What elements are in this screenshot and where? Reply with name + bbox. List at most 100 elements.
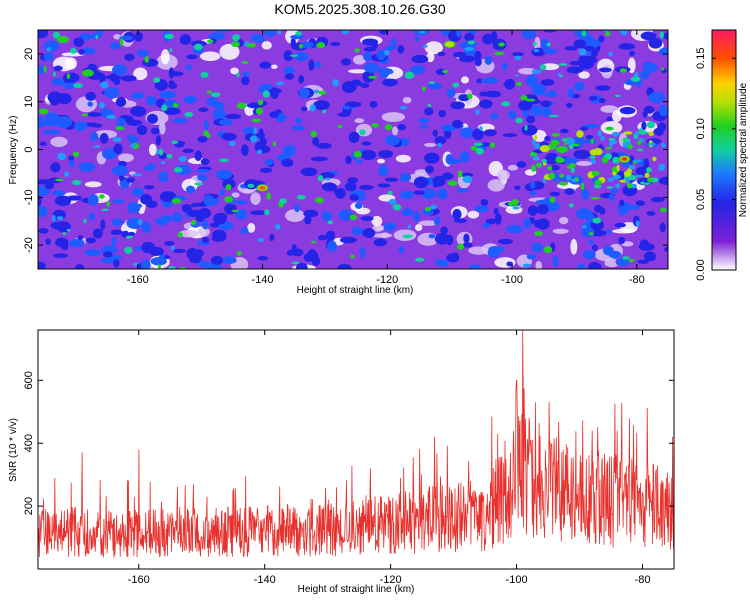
heatmap-cell	[581, 188, 590, 200]
heatmap-cell	[534, 231, 543, 237]
heatmap-cell	[38, 205, 48, 218]
heatmap-cell	[85, 122, 99, 127]
heatmap-cell	[88, 212, 96, 221]
heatmap-cell	[512, 206, 520, 210]
snr-y-label: SNR (10 * v/v)	[8, 418, 19, 482]
heatmap-x-ticks: -160 -140 -120 -100 -80	[127, 30, 645, 286]
heatmap-cell	[595, 85, 611, 91]
heatmap-cell	[203, 130, 209, 136]
heatmap-cell	[319, 172, 335, 179]
heatmap-cell	[201, 236, 210, 244]
heatmap-cell	[648, 91, 666, 104]
heatmap-cell	[186, 54, 198, 60]
heatmap-cell	[106, 114, 116, 120]
heatmap-cell	[321, 182, 338, 192]
heatmap-cell	[54, 195, 72, 207]
heatmap-cell	[530, 104, 543, 117]
heatmap-cell	[660, 67, 665, 71]
heatmap-cell	[600, 135, 606, 141]
heatmap-cell	[520, 94, 528, 101]
heatmap-cell	[658, 104, 668, 117]
heatmap-cell	[566, 138, 576, 145]
heatmap-cell	[84, 181, 102, 188]
heatmap-cell	[573, 149, 591, 160]
heatmap-cell	[72, 179, 82, 186]
heatmap-cell	[533, 134, 538, 141]
heatmap-cell	[611, 131, 620, 137]
heatmap-cell	[657, 122, 667, 132]
heatmap-cell	[418, 30, 426, 34]
heatmap-cell	[541, 158, 547, 163]
heatmap-cell	[410, 65, 426, 75]
heatmap-cell	[75, 264, 85, 269]
colorbar: 0.00 0.05 0.10 0.15 Normalized spectral amp…	[695, 29, 749, 281]
heatmap-cell	[119, 38, 124, 46]
heatmap-cell	[219, 188, 225, 196]
heatmap-cell	[200, 51, 221, 62]
heatmap-cell	[609, 141, 614, 148]
heatmap-cell	[399, 173, 412, 182]
snr-y-ticks: 200 400 600	[23, 371, 674, 515]
heatmap-cell	[497, 169, 510, 181]
heatmap-cell	[354, 118, 365, 124]
colorbar-label: Normalized spectral amplitude	[738, 82, 749, 217]
heatmap-cell	[301, 106, 308, 112]
heatmap-cell	[338, 209, 354, 221]
heatmap-cell	[628, 50, 636, 56]
heatmap-cell	[347, 177, 359, 184]
heatmap-cell	[434, 216, 440, 226]
heatmap-cell	[153, 77, 161, 83]
heatmap-cell	[531, 164, 536, 172]
heatmap-cell	[310, 130, 317, 138]
heatmap-cell	[587, 261, 602, 269]
heatmap-cell	[168, 67, 174, 79]
heatmap-y-tick-label: 20	[23, 48, 35, 60]
heatmap-cell	[548, 114, 559, 118]
heatmap-cell	[420, 124, 428, 130]
heatmap-hotspot	[81, 69, 94, 77]
heatmap-cell	[434, 259, 446, 266]
heatmap-cell	[182, 148, 194, 154]
heatmap-cell	[113, 258, 120, 268]
heatmap-cell	[619, 68, 627, 73]
heatmap-cell	[601, 156, 609, 164]
heatmap-cell	[483, 129, 497, 137]
heatmap-cell	[143, 165, 156, 172]
heatmap-cell	[347, 69, 368, 74]
heatmap-cell	[479, 126, 483, 132]
heatmap-cell	[116, 117, 126, 128]
heatmap-cell	[377, 183, 391, 188]
heatmap-cell	[522, 30, 536, 40]
heatmap-cell	[349, 214, 358, 221]
heatmap-cell	[606, 116, 613, 122]
heatmap-cell	[457, 243, 464, 250]
heatmap-x-tick-label: -80	[629, 274, 645, 286]
heatmap-cell	[498, 238, 514, 245]
heatmap-cell	[384, 124, 393, 131]
heatmap-cell	[300, 41, 314, 49]
heatmap-cell	[281, 158, 294, 167]
heatmap-cell	[359, 82, 370, 89]
heatmap-cell	[523, 218, 532, 229]
heatmap-cell	[460, 127, 474, 139]
heatmap-cell	[414, 224, 423, 231]
heatmap-cell	[642, 62, 658, 73]
heatmap-cell	[362, 70, 375, 83]
heatmap-cell	[594, 179, 603, 186]
heatmap-cell	[399, 190, 414, 200]
heatmap-cell	[117, 68, 126, 76]
snr-x-tick-label: -120	[380, 574, 402, 586]
heatmap-cell	[101, 208, 109, 212]
heatmap-cell	[146, 200, 158, 209]
heatmap-cell	[276, 81, 285, 86]
heatmap-cell	[298, 75, 305, 84]
heatmap-cell	[600, 105, 619, 113]
heatmap-cell	[444, 128, 452, 139]
heatmap-cell	[618, 236, 626, 245]
heatmap-cell	[563, 157, 578, 165]
heatmap-cell	[503, 82, 511, 87]
heatmap-cell	[485, 218, 497, 225]
heatmap-cell	[605, 31, 611, 37]
heatmap-cell	[93, 145, 101, 148]
